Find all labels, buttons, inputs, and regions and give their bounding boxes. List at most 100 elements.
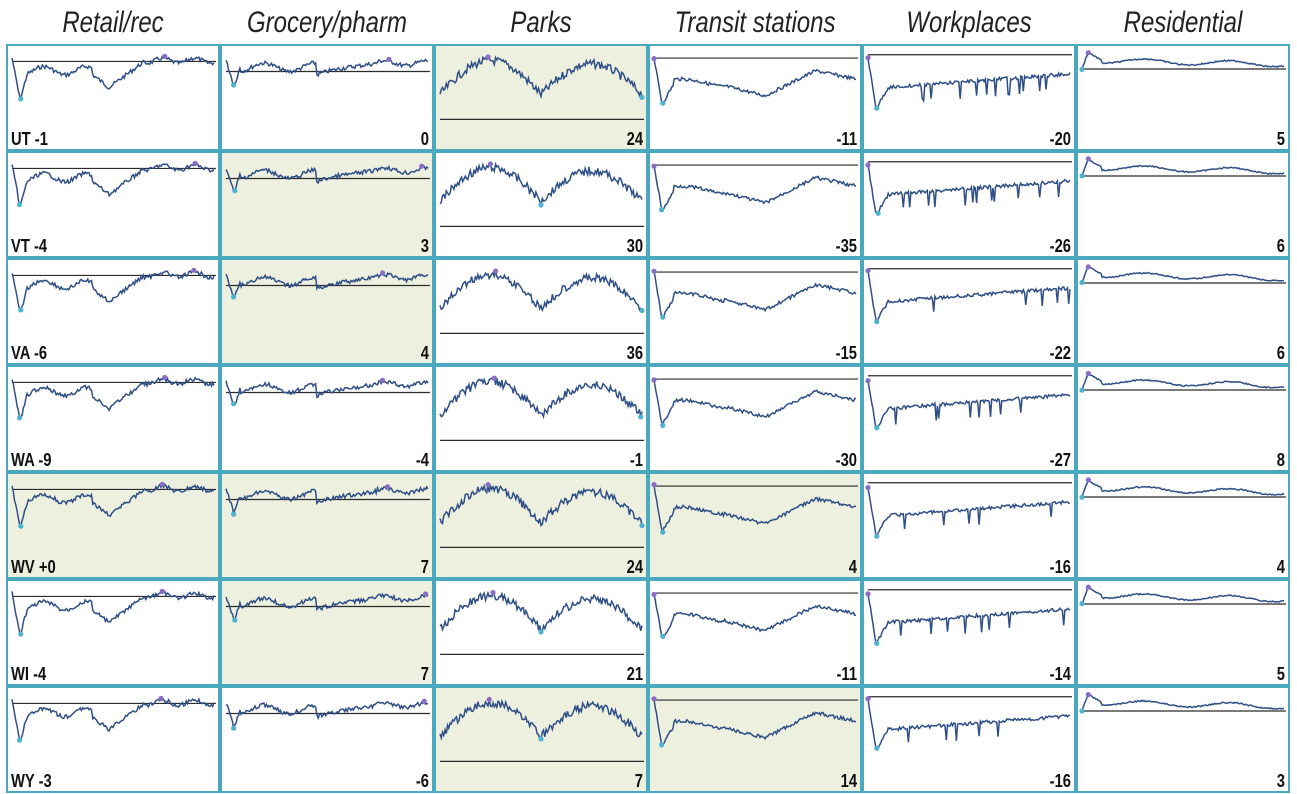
- sparkline-chart: [651, 482, 858, 535]
- max-point-marker: [1085, 477, 1091, 483]
- min-point-marker: [874, 319, 880, 325]
- sparkline-chart: [1079, 370, 1286, 393]
- sparkline-chart: [11, 267, 216, 313]
- column-title: Residential: [1123, 6, 1243, 39]
- series-line: [225, 271, 429, 299]
- min-point-marker: [232, 617, 238, 623]
- max-point-marker: [386, 56, 392, 62]
- column-header-row: Retail/rec Grocery/pharm Parks Transit stat…: [6, 0, 1292, 44]
- min-point-marker: [18, 523, 24, 529]
- sparkline-chart: [865, 589, 1072, 646]
- value-label: -14: [1049, 664, 1071, 684]
- series-line: [867, 380, 1071, 429]
- chart-cell: WI -4: [6, 579, 220, 686]
- series-line: [867, 270, 1071, 324]
- value-label: 3: [1276, 771, 1285, 791]
- state-label: VT -4: [11, 236, 48, 256]
- chart-cell: 14: [648, 686, 862, 793]
- chart-cell: -1: [434, 365, 648, 472]
- sparkline-chart: [439, 375, 644, 442]
- min-point-marker: [660, 529, 666, 535]
- series-line: [439, 270, 643, 313]
- value-label: 36: [626, 343, 643, 363]
- series-line: [225, 58, 429, 87]
- chart-cell: -20: [862, 44, 1076, 151]
- max-point-marker: [651, 482, 657, 488]
- series-line: [11, 376, 215, 420]
- max-point-marker: [421, 698, 427, 704]
- chart-cell: VA -6: [6, 258, 220, 365]
- sparkline-chart: [225, 270, 430, 300]
- max-point-marker: [487, 161, 494, 167]
- sparkline-chart: [1079, 156, 1286, 179]
- sparkline-chart: [865, 696, 1072, 751]
- max-point-marker: [422, 591, 429, 597]
- sparkline-chart: [225, 163, 430, 194]
- value-label: 6: [1276, 343, 1285, 363]
- chart-cell: -14: [862, 579, 1076, 686]
- series-line: [1081, 585, 1285, 604]
- max-point-marker: [865, 268, 871, 274]
- series-line: [11, 482, 215, 529]
- series-line: [225, 485, 429, 515]
- sparkline-chart: [439, 589, 644, 656]
- series-line: [225, 592, 429, 622]
- chart-cell: UT -1: [6, 44, 220, 151]
- max-point-marker: [419, 163, 425, 169]
- chart-cell: -4: [220, 365, 434, 472]
- max-point-marker: [1085, 156, 1091, 162]
- sparkline-chart: [1079, 477, 1286, 500]
- chart-cell: 7: [220, 579, 434, 686]
- series-line: [867, 57, 1071, 110]
- min-point-marker: [639, 523, 645, 529]
- value-label: 4: [420, 343, 429, 363]
- max-point-marker: [162, 53, 168, 59]
- value-label: -11: [836, 129, 857, 149]
- chart-cell: 30: [434, 151, 648, 258]
- series-line: [11, 162, 215, 206]
- chart-cell: -15: [648, 258, 862, 365]
- series-line: [867, 487, 1071, 539]
- series-line: [653, 698, 857, 746]
- min-point-marker: [18, 96, 24, 102]
- value-label: 3: [420, 236, 429, 256]
- sparkline-chart: [225, 377, 430, 407]
- min-point-marker: [875, 210, 881, 216]
- series-line: [1081, 372, 1285, 391]
- max-point-marker: [380, 377, 386, 383]
- chart-cell: -35: [648, 151, 862, 258]
- value-label: -27: [1049, 450, 1071, 470]
- min-point-marker: [231, 82, 237, 88]
- value-label: -11: [836, 664, 857, 684]
- value-label: -30: [835, 450, 857, 470]
- chart-cell: -16: [862, 472, 1076, 579]
- sparkline-chart: [1079, 264, 1286, 286]
- series-line: [11, 590, 215, 637]
- value-label: 24: [626, 129, 643, 149]
- chart-cell: -16: [862, 686, 1076, 793]
- chart-cell: -26: [862, 151, 1076, 258]
- min-point-marker: [538, 202, 544, 208]
- column-title: Grocery/pharm: [246, 6, 408, 39]
- series-line: [867, 698, 1071, 750]
- value-label: 14: [840, 771, 857, 791]
- value-label: -15: [835, 343, 857, 363]
- max-point-marker: [493, 268, 499, 274]
- value-label: 4: [848, 557, 857, 577]
- chart-cell: 4: [220, 258, 434, 365]
- max-point-marker: [1085, 584, 1091, 590]
- chart-cell: -11: [648, 44, 862, 151]
- min-point-marker: [660, 422, 666, 428]
- min-point-marker: [659, 742, 665, 748]
- min-point-marker: [232, 188, 238, 194]
- sparkline-chart: [1079, 50, 1286, 72]
- chart-cell: WV +0: [6, 472, 220, 579]
- min-point-marker: [231, 725, 237, 731]
- value-label: 30: [626, 236, 643, 256]
- min-point-marker: [538, 629, 544, 635]
- chart-cell: 36: [434, 258, 648, 365]
- sparkline-chart: [225, 484, 430, 517]
- max-point-marker: [486, 696, 492, 703]
- value-label: 5: [1276, 129, 1285, 149]
- chart-cell: WA -9: [6, 365, 220, 472]
